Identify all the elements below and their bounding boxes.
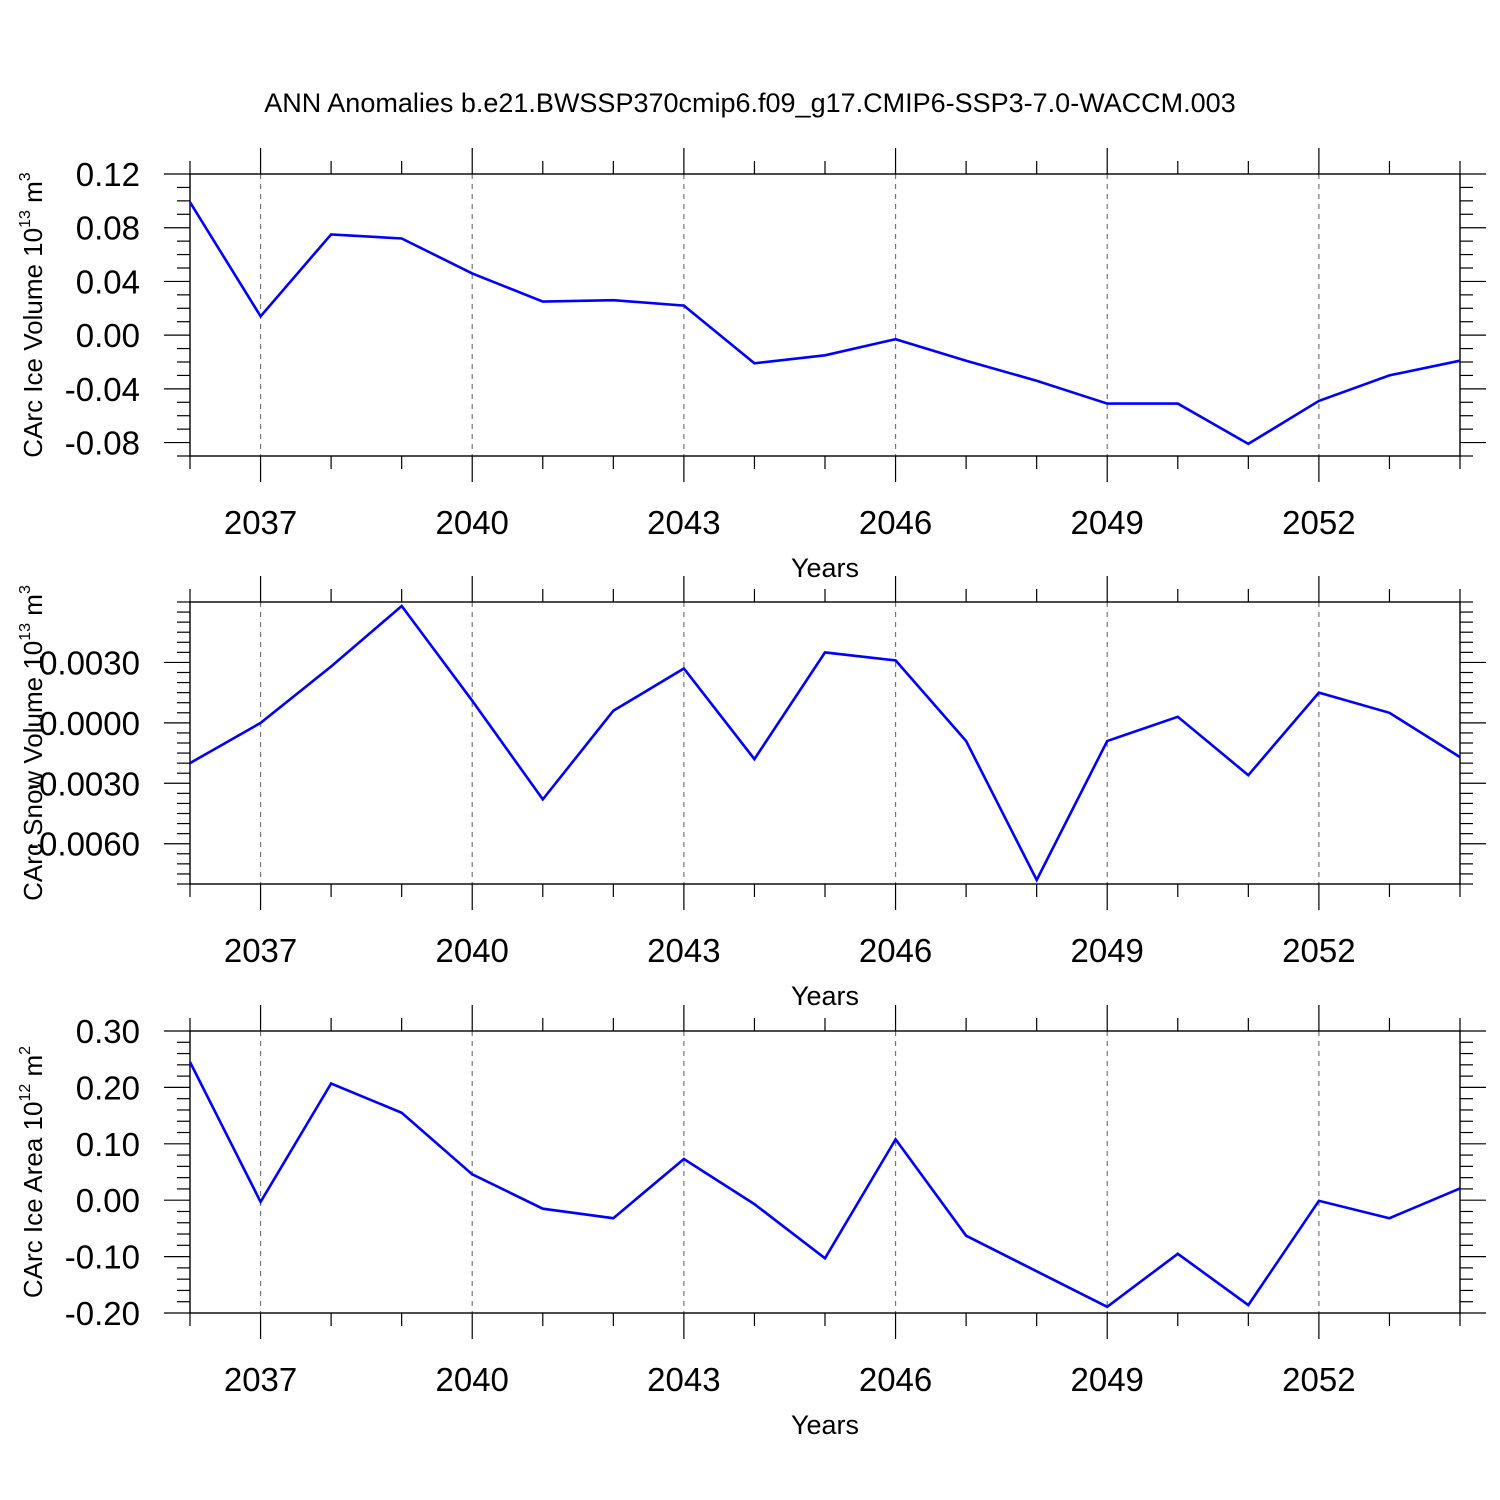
- y-tick-label-0.00: 0.00: [76, 1182, 140, 1219]
- x-tick-label-2049: 2049: [1071, 504, 1144, 541]
- x-tick-label-2046: 2046: [859, 1361, 932, 1398]
- plot-frame: [189, 173, 1461, 457]
- x-tick-label-2052: 2052: [1282, 1361, 1355, 1398]
- chart-panel-3: 0.30 0.20 0.10 0.00 -0.10 -0.20 2037 2040 2043 20…: [17, 1005, 1486, 1440]
- x-tick-label-2046: 2046: [859, 932, 932, 969]
- y-axis-label: CArc Snow Volume 1013 m3: [17, 585, 48, 901]
- x-tick-label-2037: 2037: [224, 932, 297, 969]
- y-tick-label-0.0030: 0.0030: [39, 644, 140, 681]
- y-tick-label--0.0030: -0.0030: [28, 765, 140, 802]
- panels: 0.12 0.08 0.04 0.00 -0.04 -0.08 2037 2040 2043 20…: [17, 148, 1486, 1440]
- x-tick-label-2052: 2052: [1282, 932, 1355, 969]
- chart-panel-1: 0.12 0.08 0.04 0.00 -0.04 -0.08 2037 2040 2043 20…: [17, 148, 1486, 583]
- x-tick-label-2043: 2043: [647, 504, 720, 541]
- x-tick-label-2049: 2049: [1071, 1361, 1144, 1398]
- x-tick-label-2043: 2043: [647, 932, 720, 969]
- x-tick-label-2040: 2040: [436, 1361, 509, 1398]
- x-tick-label-2040: 2040: [436, 504, 509, 541]
- chart-panel-2: 0.0030 0.0000 -0.0030 -0.0060 2037 2040 2043 20…: [17, 576, 1486, 1011]
- y-tick-label-0.10: 0.10: [76, 1126, 140, 1163]
- x-axis-label: Years: [791, 553, 859, 583]
- y-tick-label-0.20: 0.20: [76, 1069, 140, 1106]
- y-tick-label--0.0060: -0.0060: [28, 826, 140, 863]
- x-tick-label-2037: 2037: [224, 1361, 297, 1398]
- x-tick-label-2037: 2037: [224, 504, 297, 541]
- x-tick-label-2040: 2040: [436, 932, 509, 969]
- y-tick-label--0.20: -0.20: [65, 1295, 140, 1332]
- y-tick-label-0.08: 0.08: [76, 210, 140, 247]
- y-tick-label-0.30: 0.30: [76, 1013, 140, 1050]
- x-tick-label-2049: 2049: [1071, 932, 1144, 969]
- x-axis-label: Years: [791, 981, 859, 1011]
- y-tick-label--0.08: -0.08: [65, 425, 140, 462]
- plot-frame: [189, 601, 1461, 885]
- y-axis-label: CArc Ice Area 1012 m2: [17, 1046, 48, 1298]
- y-tick-label-0.04: 0.04: [76, 263, 140, 300]
- figure-title: ANN Anomalies b.e21.BWSSP370cmip6.f09_g1…: [264, 88, 1235, 118]
- y-tick-label--0.04: -0.04: [65, 371, 140, 408]
- x-tick-label-2043: 2043: [647, 1361, 720, 1398]
- y-tick-label-0.00: 0.00: [76, 317, 140, 354]
- y-tick-label-0.12: 0.12: [76, 156, 140, 193]
- y-tick-label--0.10: -0.10: [65, 1239, 140, 1276]
- x-tick-label-2052: 2052: [1282, 504, 1355, 541]
- y-axis-label: CArc Ice Volume 1013 m3: [17, 172, 48, 457]
- y-tick-label-0.0000: 0.0000: [39, 705, 140, 742]
- x-tick-label-2046: 2046: [859, 504, 932, 541]
- plot-frame: [189, 1030, 1461, 1314]
- x-axis-label: Years: [791, 1410, 859, 1440]
